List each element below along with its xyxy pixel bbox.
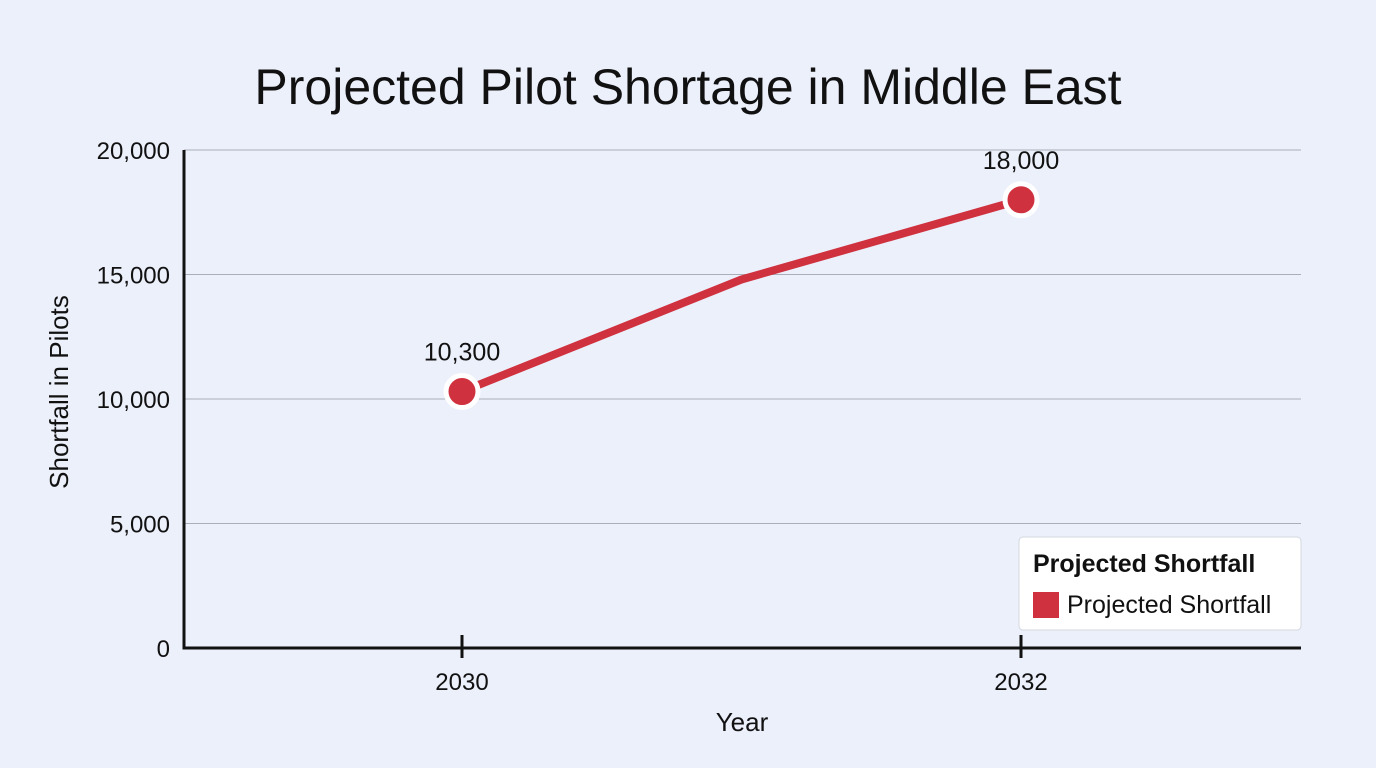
x-tick-label: 2030: [435, 669, 488, 696]
data-label: 18,000: [983, 147, 1059, 175]
axes: 0 5,000 10,000 15,000 20,000 2030 2032: [97, 138, 1301, 696]
y-tick-label: 5,000: [110, 512, 170, 539]
legend-title: Projected Shortfall: [1033, 550, 1255, 578]
data-point-marker: [1002, 181, 1040, 219]
data-point-marker: [443, 373, 481, 411]
series-line: [458, 195, 1025, 396]
chart-title: Projected Pilot Shortage in Middle East: [254, 59, 1121, 115]
y-tick-label: 10,000: [97, 387, 170, 414]
legend-swatch: [1033, 592, 1059, 618]
series-layer: 10,300 18,000: [424, 147, 1059, 411]
data-label: 10,300: [424, 339, 500, 367]
y-tick-label: 0: [157, 636, 170, 663]
y-axis-label: Shortfall in Pilots: [44, 295, 74, 489]
x-tick-label: 2032: [994, 669, 1047, 696]
x-axis-label: Year: [716, 707, 769, 737]
gridlines: [184, 149, 1301, 524]
legend: Projected Shortfall Projected Shortfall: [1018, 536, 1302, 631]
legend-entry-label: Projected Shortfall: [1067, 591, 1271, 619]
y-tick-label: 20,000: [97, 138, 170, 165]
y-tick-label: 15,000: [97, 263, 170, 290]
legend-box: [1018, 536, 1302, 631]
